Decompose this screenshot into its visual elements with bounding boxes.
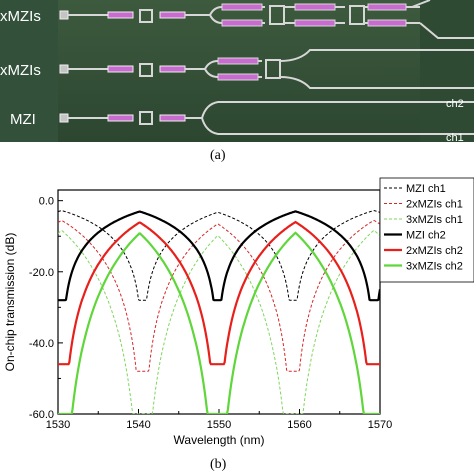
legend-entry: 3xMZIs ch1 (406, 214, 463, 226)
legend-entry: MZI ch2 (406, 230, 446, 242)
x-tick-label: 1560 (287, 419, 311, 431)
y-axis-label: On-chip transmission (dB) (3, 233, 17, 372)
caption-a: (a) (210, 148, 226, 163)
label-3xmzis: xMZIs (0, 8, 41, 25)
device-row-2xmzi (59, 49, 474, 89)
x-tick-label: 1530 (46, 419, 70, 431)
x-tick-label: 1550 (207, 419, 231, 431)
legend-entry: 2xMZIs ch1 (406, 199, 463, 211)
legend-entry: 2xMZIs ch2 (406, 245, 463, 257)
label-2xmzis: xMZIs (0, 62, 41, 79)
series-line-2xmzis-ch2 (58, 220, 380, 366)
label-ch1: ch1 (446, 132, 464, 144)
series-line-3xmzis-ch1 (58, 230, 380, 414)
label-ch2: ch2 (446, 98, 464, 110)
x-axis-label: Wavelength (nm) (174, 433, 265, 447)
x-tick-label: 1570 (368, 419, 392, 431)
legend-entry: MZI ch1 (406, 183, 446, 195)
label-mzi: MZI (10, 111, 36, 128)
x-tick-label: 1540 (126, 419, 150, 431)
y-tick-label: -40.0 (29, 338, 54, 350)
series-line-mzi-ch2 (58, 210, 380, 302)
y-tick-label: -60.0 (29, 409, 54, 421)
plot-frame (57, 189, 381, 415)
series-line-2xmzis-ch1 (58, 220, 380, 372)
series-line-3xmzis-ch2 (58, 231, 380, 414)
device-row-mzi (59, 101, 474, 135)
caption-b: (b) (210, 457, 227, 472)
legend-entry: 3xMZIs ch2 (406, 261, 463, 273)
y-tick-label: -20.0 (29, 267, 54, 279)
device-row-3xmzi (59, 0, 474, 39)
series-line-mzi-ch1 (58, 210, 380, 301)
y-tick-label: 0.0 (39, 196, 54, 208)
device-micrograph (0, 0, 474, 142)
